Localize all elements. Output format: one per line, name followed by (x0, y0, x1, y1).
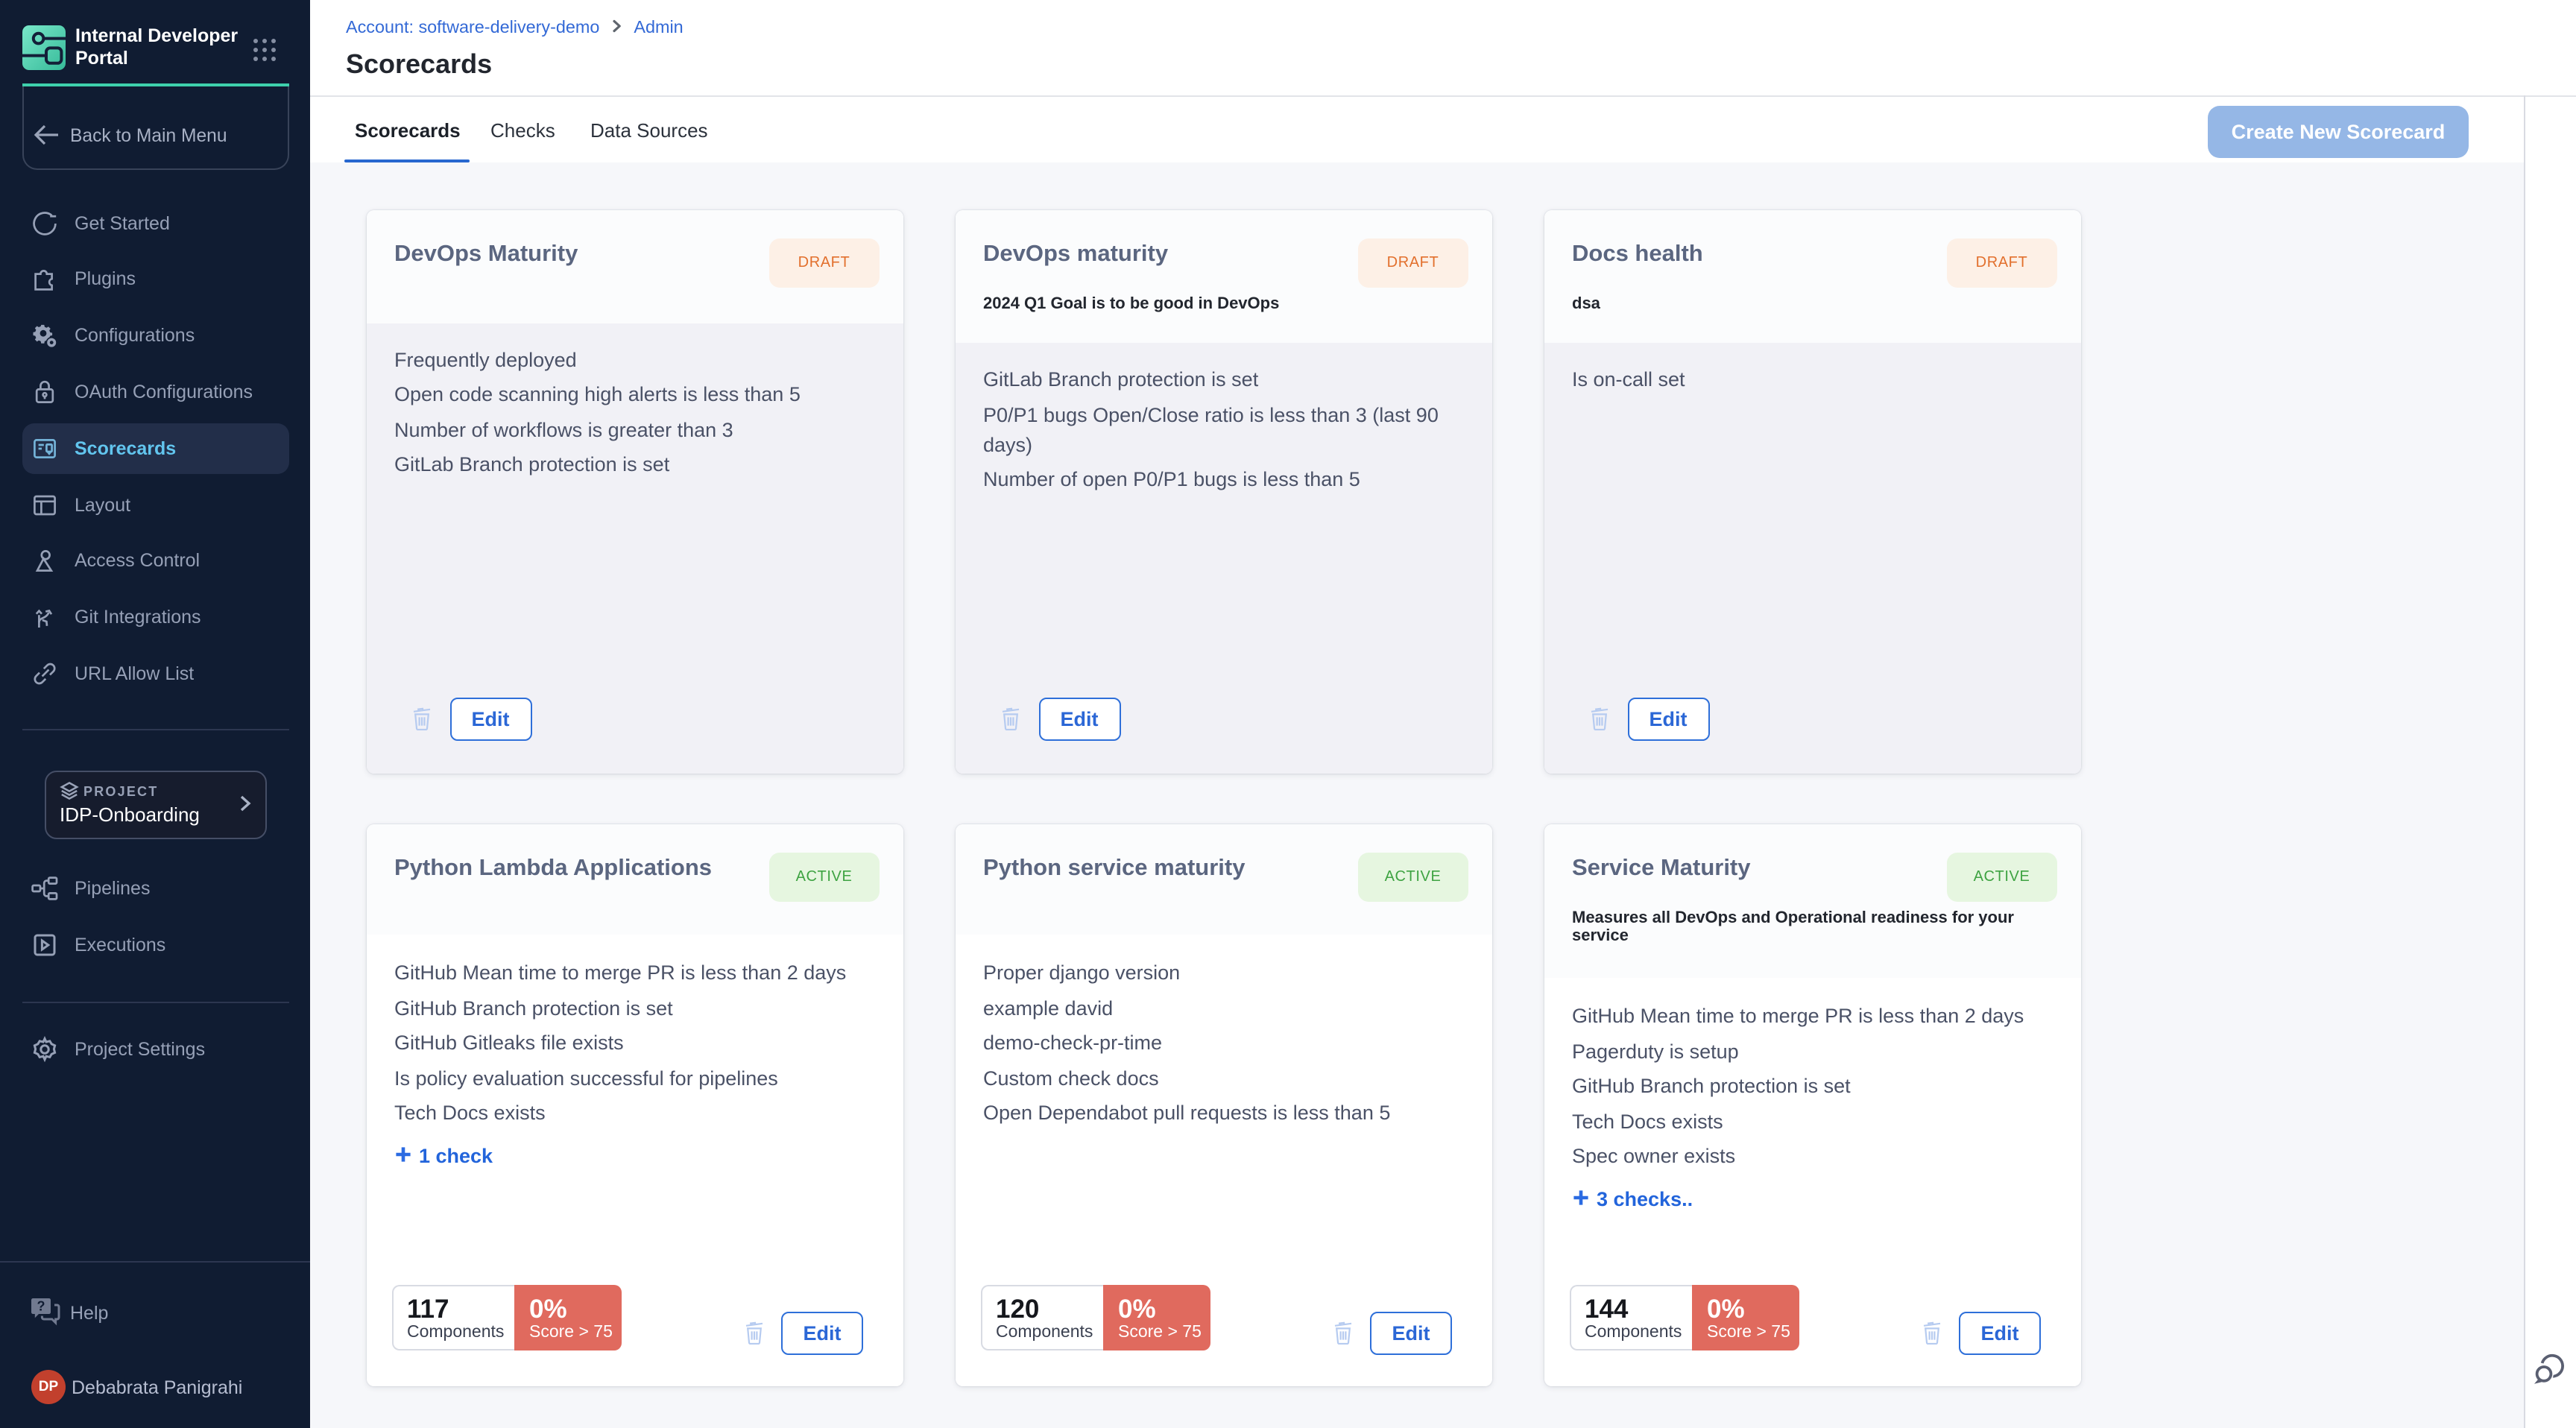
svg-text:?: ? (37, 1299, 45, 1314)
